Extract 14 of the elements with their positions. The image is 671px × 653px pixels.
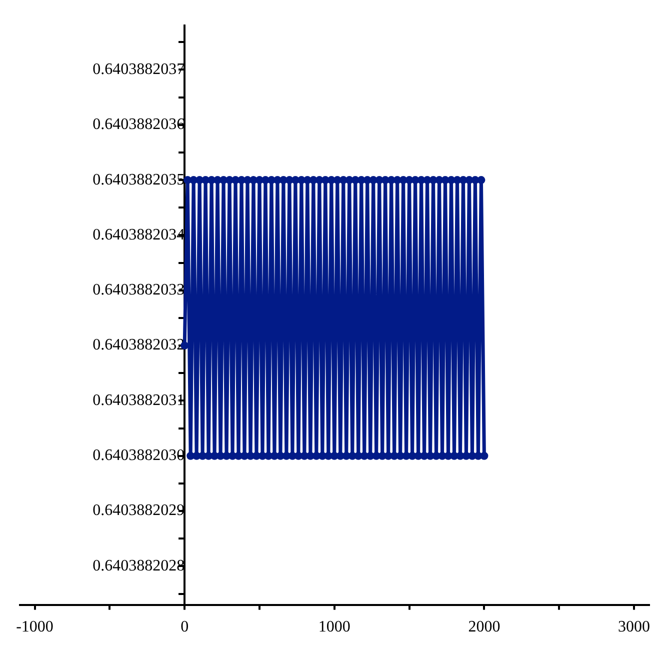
- y-tick-label: 0.6403882034: [92, 226, 185, 244]
- x-tick-label: 2000: [468, 618, 500, 636]
- y-tick-label: 0.6403882029: [92, 502, 185, 520]
- y-tick-label: 0.6403882033: [92, 282, 185, 299]
- x-tick-label: 0: [180, 618, 189, 636]
- x-tick-label: 3000: [618, 618, 650, 636]
- y-tick-label: 0.6403882028: [92, 557, 185, 574]
- x-tick-label: 1000: [318, 618, 350, 636]
- y-tick-label: 0.6403882035: [92, 171, 185, 188]
- x-tick-label: -1000: [16, 618, 54, 636]
- y-tick-label: 0.6403882037: [92, 60, 185, 78]
- y-tick-label: 0.6403882036: [92, 116, 185, 134]
- y-tick-label: 0.6403882030: [92, 447, 185, 464]
- y-tick-label: 0.6403882031: [92, 392, 185, 409]
